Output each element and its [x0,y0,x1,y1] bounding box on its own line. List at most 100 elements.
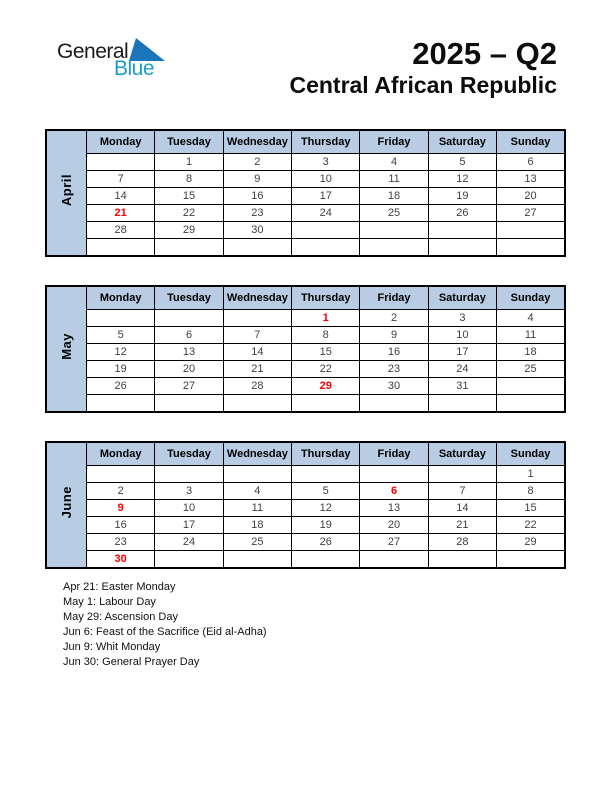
day-cell: 17 [291,187,361,205]
day-cell: 3 [154,482,224,500]
day-cell: 17 [154,516,224,534]
holiday-item: Jun 9: Whit Monday [63,641,161,653]
day-cell: 15 [496,499,566,517]
holiday-item: Jun 6: Feast of the Sacrifice (Eid al-Ad… [63,626,267,638]
title-block: 2025 – Q2 Central African Republic [289,37,557,99]
day-cell: 18 [222,516,293,534]
day-cell: 18 [496,343,566,361]
day-cell: 7 [85,170,156,188]
day-cell: 15 [291,343,361,361]
day-cell: 28 [85,221,156,239]
day-cell: 23 [85,533,156,551]
day-header-friday: Friday [359,129,429,154]
day-cell: 8 [496,482,566,500]
day-cell: 23 [222,204,293,222]
day-cell: 19 [427,187,498,205]
day-cell: 3 [291,153,361,171]
empty-day-cell [85,309,156,327]
day-cell: 29 [496,533,566,551]
day-cell: 25 [359,204,429,222]
day-cell: 29 [154,221,224,239]
empty-day-cell [427,394,498,413]
page-header: General Blue 2025 – Q2 Central African R… [57,37,557,99]
day-cell: 6 [359,482,429,500]
day-cell: 2 [359,309,429,327]
day-cell: 15 [154,187,224,205]
day-cell: 14 [222,343,293,361]
empty-day-cell [85,394,156,413]
day-cell: 22 [154,204,224,222]
day-header-sunday: Sunday [496,129,566,154]
empty-day-cell [496,238,566,257]
day-cell: 29 [291,377,361,395]
day-cell: 5 [427,153,498,171]
day-cell: 20 [154,360,224,378]
day-cell: 30 [222,221,293,239]
day-cell: 28 [222,377,293,395]
day-cell: 13 [154,343,224,361]
day-header-monday: Monday [85,441,156,466]
day-cell: 22 [291,360,361,378]
day-header-tuesday: Tuesday [154,129,224,154]
day-cell: 1 [291,309,361,327]
day-header-tuesday: Tuesday [154,285,224,310]
empty-day-cell [222,309,293,327]
day-cell: 1 [154,153,224,171]
day-cell: 23 [359,360,429,378]
day-header-wednesday: Wednesday [222,441,293,466]
empty-day-cell [359,465,429,483]
day-header-friday: Friday [359,285,429,310]
month-table-may: May Monday Tuesday Wednesday Thursday Friday S… [45,285,566,413]
holiday-item: May 1: Labour Day [63,596,156,608]
empty-day-cell [496,221,566,239]
day-header-friday: Friday [359,441,429,466]
day-cell: 27 [496,204,566,222]
day-cell: 4 [222,482,293,500]
day-cell: 11 [359,170,429,188]
day-cell: 19 [85,360,156,378]
day-cell: 14 [85,187,156,205]
logo-text-blue: Blue [114,57,155,80]
day-cell: 22 [496,516,566,534]
day-cell: 21 [427,516,498,534]
empty-day-cell [154,550,224,569]
day-cell: 21 [85,204,156,222]
empty-day-cell [85,238,156,257]
empty-day-cell [154,238,224,257]
empty-day-cell [291,394,361,413]
day-cell: 24 [291,204,361,222]
day-cell: 11 [222,499,293,517]
page-subtitle: Central African Republic [289,71,557,98]
day-cell: 27 [154,377,224,395]
empty-day-cell [154,465,224,483]
day-cell: 7 [427,482,498,500]
day-header-saturday: Saturday [427,129,498,154]
empty-day-cell [496,377,566,395]
quarter-calendar: April Monday Tuesday Wednesday Thursday Frida… [45,129,566,597]
day-header-saturday: Saturday [427,441,498,466]
day-cell: 30 [85,550,156,569]
day-header-thursday: Thursday [291,285,361,310]
empty-day-cell [154,309,224,327]
day-cell: 24 [154,533,224,551]
day-cell: 20 [359,516,429,534]
day-cell: 13 [496,170,566,188]
day-cell: 6 [154,326,224,344]
day-header-sunday: Sunday [496,285,566,310]
day-cell: 19 [291,516,361,534]
empty-day-cell [359,238,429,257]
empty-day-cell [427,550,498,569]
month-label-may: May [45,285,87,413]
empty-day-cell [222,465,293,483]
month-table-april: April Monday Tuesday Wednesday Thursday Frida… [45,129,566,257]
day-cell: 2 [222,153,293,171]
day-header-monday: Monday [85,129,156,154]
day-cell: 2 [85,482,156,500]
day-cell: 17 [427,343,498,361]
day-cell: 9 [359,326,429,344]
day-cell: 4 [359,153,429,171]
day-cell: 4 [496,309,566,327]
day-cell: 25 [496,360,566,378]
empty-day-cell [222,394,293,413]
logo-text-general: General [57,40,129,63]
